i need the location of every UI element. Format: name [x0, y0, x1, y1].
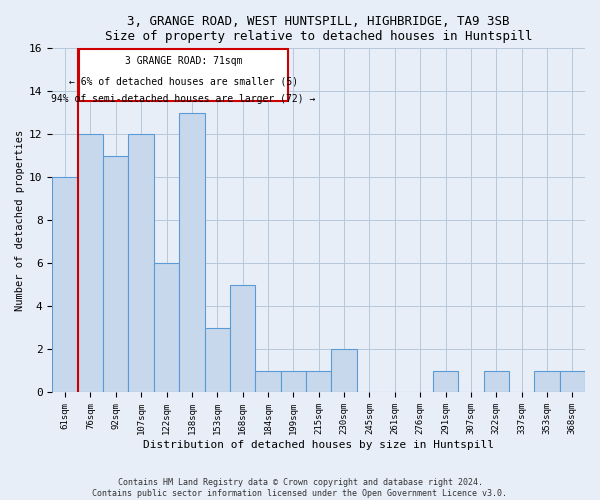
- Text: ← 6% of detached houses are smaller (5): ← 6% of detached houses are smaller (5): [69, 76, 298, 86]
- Y-axis label: Number of detached properties: Number of detached properties: [15, 130, 25, 311]
- Bar: [255, 371, 281, 392]
- Bar: [78, 134, 103, 392]
- FancyBboxPatch shape: [79, 50, 288, 101]
- Text: 94% of semi-detached houses are larger (72) →: 94% of semi-detached houses are larger (…: [52, 94, 316, 104]
- Text: Contains HM Land Registry data © Crown copyright and database right 2024.
Contai: Contains HM Land Registry data © Crown c…: [92, 478, 508, 498]
- Bar: [154, 264, 179, 392]
- Text: 3 GRANGE ROAD: 71sqm: 3 GRANGE ROAD: 71sqm: [125, 56, 242, 66]
- Bar: [331, 350, 357, 393]
- Bar: [103, 156, 128, 392]
- Bar: [230, 285, 255, 393]
- Title: 3, GRANGE ROAD, WEST HUNTSPILL, HIGHBRIDGE, TA9 3SB
Size of property relative to: 3, GRANGE ROAD, WEST HUNTSPILL, HIGHBRID…: [105, 15, 532, 43]
- Bar: [433, 371, 458, 392]
- Bar: [484, 371, 509, 392]
- Bar: [306, 371, 331, 392]
- X-axis label: Distribution of detached houses by size in Huntspill: Distribution of detached houses by size …: [143, 440, 494, 450]
- Bar: [560, 371, 585, 392]
- Bar: [128, 134, 154, 392]
- Bar: [534, 371, 560, 392]
- Bar: [52, 178, 78, 392]
- Bar: [205, 328, 230, 392]
- Bar: [281, 371, 306, 392]
- Bar: [179, 113, 205, 392]
